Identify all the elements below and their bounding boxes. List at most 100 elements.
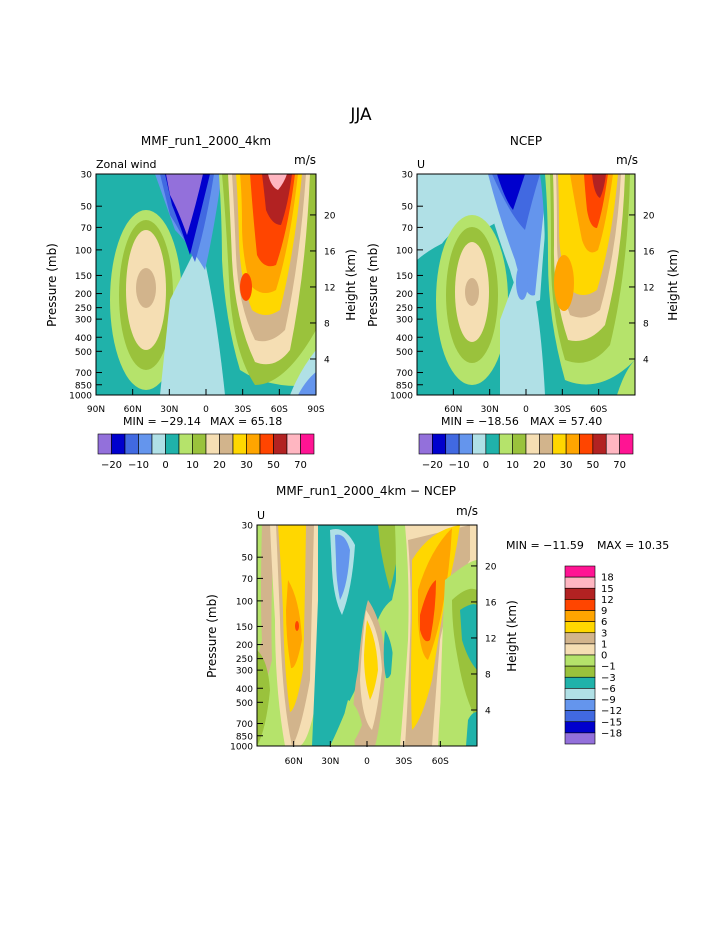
colorbar-swatch — [564, 576, 596, 589]
colorbar-label: −20 — [101, 460, 122, 471]
colorbar-swatch — [178, 433, 193, 455]
y-tick-label: 70 — [81, 224, 93, 234]
colorbar-swatch — [151, 433, 166, 455]
x-tick-label: 60N — [124, 405, 142, 415]
colorbar-swatch — [564, 621, 596, 634]
x-tick-label: 60N — [285, 757, 303, 767]
colorbar-swatch — [219, 433, 234, 455]
colorbar-swatch — [124, 433, 139, 455]
y-tick-label: 300 — [396, 316, 413, 326]
y-tick-label: 50 — [402, 203, 414, 213]
panel-diff-units: m/s — [456, 504, 478, 518]
y-tick-label: 100 — [236, 597, 253, 607]
y-right-tick-label: 20 — [643, 211, 655, 221]
y-tick-label: 30 — [81, 171, 93, 181]
x-tick-label: 60S — [271, 405, 288, 415]
panel-mmf-colorbar: −20 −10 0 10 20 30 50 70 — [97, 433, 315, 471]
panel-ncep-min: MIN = −18.56 — [441, 415, 519, 428]
y-tick-label: 30 — [242, 522, 254, 532]
y-tick-label: 400 — [236, 685, 253, 695]
y-right-tick-label: 4 — [643, 355, 649, 365]
colorbar-swatch — [432, 433, 447, 455]
panel-ncep-xticks: 60N 30N 0 30S 60S — [444, 389, 608, 415]
y-tick-label: 200 — [236, 641, 253, 651]
colorbar-label: −1 — [601, 662, 616, 673]
y-tick-label: 700 — [236, 720, 253, 730]
colorbar-swatch — [564, 688, 596, 700]
y-right-tick-label: 20 — [485, 562, 497, 572]
panel-mmf-max: MAX = 65.18 — [210, 415, 282, 428]
y-tick-label: 50 — [242, 554, 254, 564]
colorbar-swatch — [259, 433, 274, 455]
colorbar-label: 20 — [213, 460, 226, 471]
panel-diff-max: MAX = 10.35 — [597, 539, 669, 552]
panel-mmf-contours — [96, 174, 316, 395]
y-tick-label: 200 — [75, 290, 92, 300]
panel-diff-contours — [257, 525, 477, 746]
y-tick-label: 1000 — [390, 392, 413, 402]
colorbar-swatch — [458, 433, 473, 455]
colorbar-swatch — [592, 433, 607, 455]
y-tick-label: 400 — [75, 334, 92, 344]
y-right-tick-label: 4 — [324, 355, 330, 365]
colorbar-label: −10 — [128, 460, 149, 471]
colorbar-swatch — [485, 433, 500, 455]
colorbar-swatch — [564, 721, 596, 734]
y-tick-label: 150 — [396, 272, 413, 282]
panel-diff-ylabel-right: Height (km) — [505, 600, 519, 671]
x-tick-label: 60S — [432, 757, 449, 767]
panel-mmf-yticks-right: 20 16 12 8 4 — [310, 211, 336, 365]
panel-ncep-ylabel-right: Height (km) — [666, 249, 680, 320]
y-right-tick-label: 16 — [643, 247, 655, 257]
y-tick-label: 1000 — [69, 392, 92, 402]
panel-diff-ylabel: Pressure (mb) — [205, 594, 219, 678]
colorbar-label: −12 — [601, 706, 622, 717]
colorbar-swatch — [564, 654, 596, 667]
panel-mmf-title: MMF_run1_2000_4km — [141, 134, 271, 148]
colorbar-swatch — [605, 433, 620, 455]
panel-mmf: MMF_run1_2000_4km Zonal wind m/s — [45, 134, 358, 471]
colorbar-label: 70 — [294, 460, 307, 471]
y-tick-label: 250 — [396, 304, 413, 314]
colorbar-swatch — [192, 433, 207, 455]
y-right-tick-label: 12 — [643, 283, 654, 293]
colorbar-label: −10 — [449, 460, 470, 471]
x-tick-label: 60S — [590, 405, 607, 415]
x-tick-label: 30S — [234, 405, 251, 415]
y-tick-label: 500 — [75, 348, 92, 358]
colorbar-label: 50 — [587, 460, 600, 471]
panel-mmf-ylabel: Pressure (mb) — [45, 243, 59, 327]
colorbar-label: 9 — [601, 606, 607, 617]
panel-ncep-max: MAX = 57.40 — [530, 415, 602, 428]
y-tick-label: 100 — [75, 246, 92, 256]
y-right-tick-label: 4 — [485, 706, 491, 716]
colorbar-swatch — [512, 433, 527, 455]
panel-ncep-ylabel: Pressure (mb) — [366, 243, 380, 327]
colorbar-label: 0 — [483, 460, 489, 471]
x-tick-label: 0 — [203, 405, 209, 415]
colorbar-swatch — [97, 433, 112, 455]
colorbar-swatch — [111, 433, 126, 455]
panel-diff-field-label: U — [257, 509, 265, 522]
panel-ncep: NCEP U m/s — [366, 134, 680, 471]
y-tick-label: 700 — [75, 369, 92, 379]
y-tick-label: 700 — [396, 369, 413, 379]
colorbar-label: −20 — [422, 460, 443, 471]
colorbar-swatch — [498, 433, 513, 455]
colorbar-swatch — [138, 433, 153, 455]
y-tick-label: 250 — [75, 304, 92, 314]
panel-ncep-title: NCEP — [510, 134, 542, 148]
panel-mmf-min: MIN = −29.14 — [123, 415, 201, 428]
panel-ncep-units: m/s — [616, 153, 638, 167]
y-tick-label: 300 — [236, 667, 253, 677]
colorbar-swatch — [619, 433, 634, 455]
colorbar-swatch — [564, 599, 596, 611]
y-right-tick-label: 8 — [485, 670, 491, 680]
colorbar-label: −18 — [601, 728, 622, 739]
colorbar-swatch — [525, 433, 540, 455]
y-right-tick-label: 20 — [324, 211, 336, 221]
y-tick-label: 500 — [236, 699, 253, 709]
panel-ncep-yticks-right: 20 16 12 8 4 — [629, 211, 655, 365]
